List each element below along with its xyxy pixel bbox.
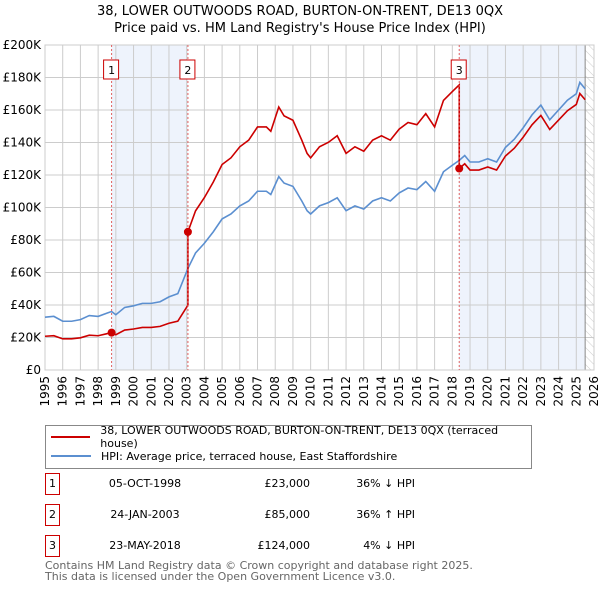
x-tick-label: 2021 — [498, 376, 512, 407]
sale-row-2: 2 24-JAN-2003 £85,000 36% ↑ HPI — [45, 504, 545, 526]
chart-title-line1: 38, LOWER OUTWOODS ROAD, BURTON-ON-TRENT… — [96, 4, 503, 19]
price-paid-line — [44, 83, 586, 340]
x-tick-label: 2001 — [144, 376, 158, 407]
y-tick-label: £120K — [3, 168, 43, 182]
x-tick-label: 2009 — [286, 376, 300, 407]
sale-row-3: 3 23-MAY-2018 £124,000 4% ↓ HPI — [45, 535, 545, 557]
legend-price-line-icon — [51, 436, 91, 438]
legend-hpi: HPI: Average price, terraced house, East… — [101, 449, 398, 463]
y-tick-label: £100K — [3, 201, 43, 215]
x-tick-label: 2024 — [552, 376, 566, 407]
x-tick-label: 1995 — [38, 376, 52, 407]
legend: 38, LOWER OUTWOODS ROAD, BURTON-ON-TRENT… — [45, 424, 532, 469]
y-tick-label: £200K — [3, 38, 43, 52]
sale-label-box — [450, 59, 467, 80]
y-tick-label: £80K — [10, 233, 42, 247]
hpi-line — [44, 80, 586, 323]
sale-number: 2 — [45, 504, 60, 526]
legend-price-paid: 38, LOWER OUTWOODS ROAD, BURTON-ON-TRENT… — [100, 424, 499, 450]
y-tick-label: £160K — [3, 103, 43, 117]
y-tick-label: £180K — [3, 71, 43, 85]
x-tick-label: 2018 — [445, 376, 459, 407]
x-tick-label: 2025 — [569, 376, 583, 407]
x-tick-label: 1996 — [56, 376, 70, 407]
footer-line2: This data is licensed under the Open Gov… — [45, 570, 396, 583]
x-tick-label: 2003 — [180, 376, 194, 407]
y-tick-label: £40K — [10, 298, 42, 312]
x-tick-label: 2016 — [410, 376, 424, 407]
sale-price: £85,000 — [264, 508, 311, 521]
sale-date: 05-OCT-1998 — [108, 477, 182, 490]
sale-label: 3 — [456, 64, 463, 77]
sale-point — [183, 227, 192, 236]
x-tick-label: 2020 — [481, 376, 495, 407]
x-tick-label: 2012 — [339, 376, 353, 407]
x-tick-label: 2000 — [127, 376, 141, 407]
x-tick-label: 2022 — [516, 376, 530, 407]
x-tick-label: 1999 — [109, 376, 123, 407]
sale-number: 3 — [45, 535, 60, 557]
sale-point — [455, 164, 464, 173]
y-tick-label: £60K — [10, 266, 42, 280]
y-tick-label: £0 — [26, 363, 41, 377]
x-tick-label: 2007 — [251, 376, 265, 407]
sale-hpi-diff: 4% ↓ HPI — [363, 539, 415, 552]
sale-hpi-diff: 36% ↓ HPI — [356, 477, 415, 490]
x-tick-label: 2019 — [463, 376, 477, 407]
sale-label: 1 — [108, 64, 115, 77]
x-tick-label: 1998 — [91, 376, 105, 407]
x-tick-label: 2002 — [162, 376, 176, 407]
sale-date: 23-MAY-2018 — [109, 539, 181, 552]
x-tick-label: 2004 — [197, 376, 211, 407]
x-tick-label: 2026 — [587, 376, 600, 407]
sale-number: 1 — [45, 473, 60, 495]
legend-hpi-line-icon — [51, 455, 91, 457]
x-tick-label: 2014 — [374, 376, 388, 407]
x-tick-label: 1997 — [73, 376, 87, 407]
x-tick-label: 2006 — [233, 376, 247, 407]
x-tick-label: 2023 — [534, 376, 548, 407]
x-tick-label: 2017 — [428, 376, 442, 407]
sale-price: £124,000 — [257, 539, 311, 552]
footer-line1: Contains HM Land Registry data © Crown c… — [45, 559, 473, 572]
chart-title-line2: Price paid vs. HM Land Registry's House … — [114, 21, 486, 36]
sale-price: £23,000 — [264, 477, 311, 490]
footer: Contains HM Land Registry data © Crown c… — [45, 560, 473, 582]
x-tick-label: 2008 — [268, 376, 282, 407]
y-tick-label: £20K — [10, 331, 42, 345]
x-tick-label: 2015 — [392, 376, 406, 407]
sale-date: 24-JAN-2003 — [110, 508, 180, 521]
sale-point — [107, 328, 116, 337]
plot-border — [44, 44, 595, 371]
y-tick-label: £140K — [3, 136, 43, 150]
sale-label-box — [103, 59, 120, 80]
x-tick-label: 2010 — [304, 376, 318, 407]
sale-hpi-diff: 36% ↑ HPI — [356, 508, 415, 521]
x-tick-label: 2013 — [357, 376, 371, 407]
sale-row-1: 1 05-OCT-1998 £23,000 36% ↓ HPI — [45, 473, 545, 495]
x-tick-label: 2005 — [215, 376, 229, 407]
sale-label: 2 — [184, 64, 191, 77]
plot-area: 1 2 3 £0 £20K £40K £60K £80K £100K £120K £140K £160… — [3, 38, 600, 407]
x-tick-label: 2011 — [321, 376, 335, 407]
sale-label-box — [179, 59, 196, 80]
